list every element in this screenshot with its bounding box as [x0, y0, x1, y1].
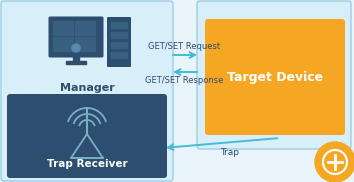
Text: Trap Receiver: Trap Receiver	[47, 159, 127, 169]
FancyBboxPatch shape	[205, 19, 345, 135]
Bar	[53, 21, 73, 35]
Bar	[75, 37, 95, 51]
FancyBboxPatch shape	[1, 1, 173, 181]
Text: GET/SET Response: GET/SET Response	[145, 76, 223, 85]
Bar	[111, 22, 127, 28]
Bar	[75, 21, 95, 35]
FancyBboxPatch shape	[197, 1, 351, 149]
Bar	[73, 56, 79, 61]
FancyBboxPatch shape	[7, 94, 167, 178]
Bar	[66, 61, 86, 64]
Bar	[111, 32, 127, 38]
Bar	[53, 37, 73, 51]
Bar	[111, 52, 127, 58]
FancyBboxPatch shape	[107, 17, 131, 67]
Circle shape	[72, 44, 80, 52]
Bar	[111, 42, 127, 48]
Circle shape	[315, 142, 354, 182]
Text: Target Device: Target Device	[227, 70, 323, 84]
Text: Manager: Manager	[59, 83, 114, 93]
FancyBboxPatch shape	[48, 17, 103, 58]
Text: GET/SET Request: GET/SET Request	[148, 42, 220, 51]
Text: Trap: Trap	[221, 148, 240, 157]
